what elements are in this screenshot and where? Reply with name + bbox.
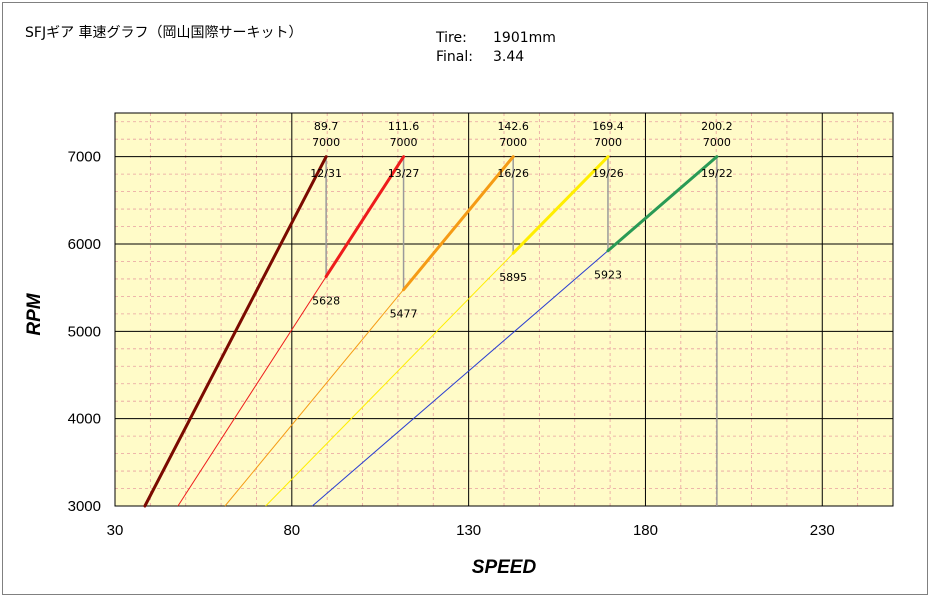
- annotation-drop-rpm: 5895: [499, 271, 527, 284]
- annotation-speed: 200.2: [701, 120, 733, 133]
- annotation-rpm-top: 7000: [594, 136, 622, 149]
- chart-title: SFJギア 車速グラフ（岡山国際サーキット）: [25, 25, 303, 41]
- y-tick-label: 4000: [68, 411, 101, 428]
- annotation-drop-rpm: 5923: [594, 269, 622, 282]
- annotation-gear-ratio: 13/27: [388, 167, 420, 180]
- annotation-gear-ratio: 19/26: [592, 167, 624, 180]
- x-tick-label: 80: [283, 522, 300, 539]
- y-tick-label: 7000: [68, 149, 101, 166]
- y-axis-label: RPM: [24, 292, 45, 335]
- x-axis-label: SPEED: [472, 557, 537, 578]
- tire-value: 1901mm: [493, 30, 556, 46]
- annotation-gear-ratio: 12/31: [310, 167, 342, 180]
- annotation-gear-ratio: 16/26: [497, 167, 529, 180]
- annotation-speed: 169.4: [592, 120, 624, 133]
- series-line-used: [324, 155, 406, 278]
- annotation-rpm-top: 7000: [390, 136, 418, 149]
- annotation-rpm-top: 7000: [703, 136, 731, 149]
- tire-label: Tire:: [436, 30, 467, 46]
- series-line-used: [606, 155, 719, 253]
- annotation-drop-rpm: 5628: [312, 294, 340, 307]
- series-line-used: [402, 155, 515, 292]
- annotation-speed: 111.6: [388, 120, 420, 133]
- x-tick-label: 180: [633, 522, 658, 539]
- series-line-used: [511, 155, 610, 255]
- plot-border: [114, 112, 894, 507]
- x-tick-label: 130: [456, 522, 481, 539]
- plot-area: [115, 113, 893, 506]
- annotation-speed: 89.7: [314, 120, 339, 133]
- x-tick-label: 230: [810, 522, 835, 539]
- annotation-speed: 142.6: [497, 120, 529, 133]
- y-tick-label: 3000: [68, 498, 101, 515]
- y-tick-label: 5000: [68, 323, 101, 340]
- y-tick-label: 6000: [68, 236, 101, 253]
- final-label: Final:: [436, 49, 473, 65]
- annotation-drop-rpm: 5477: [390, 308, 418, 321]
- x-tick-label: 30: [107, 522, 124, 539]
- annotation-gear-ratio: 19/22: [701, 167, 733, 180]
- final-value: 3.44: [493, 49, 525, 65]
- series-line-used: [143, 155, 328, 508]
- annotation-rpm-top: 7000: [312, 136, 340, 149]
- annotation-rpm-top: 7000: [499, 136, 527, 149]
